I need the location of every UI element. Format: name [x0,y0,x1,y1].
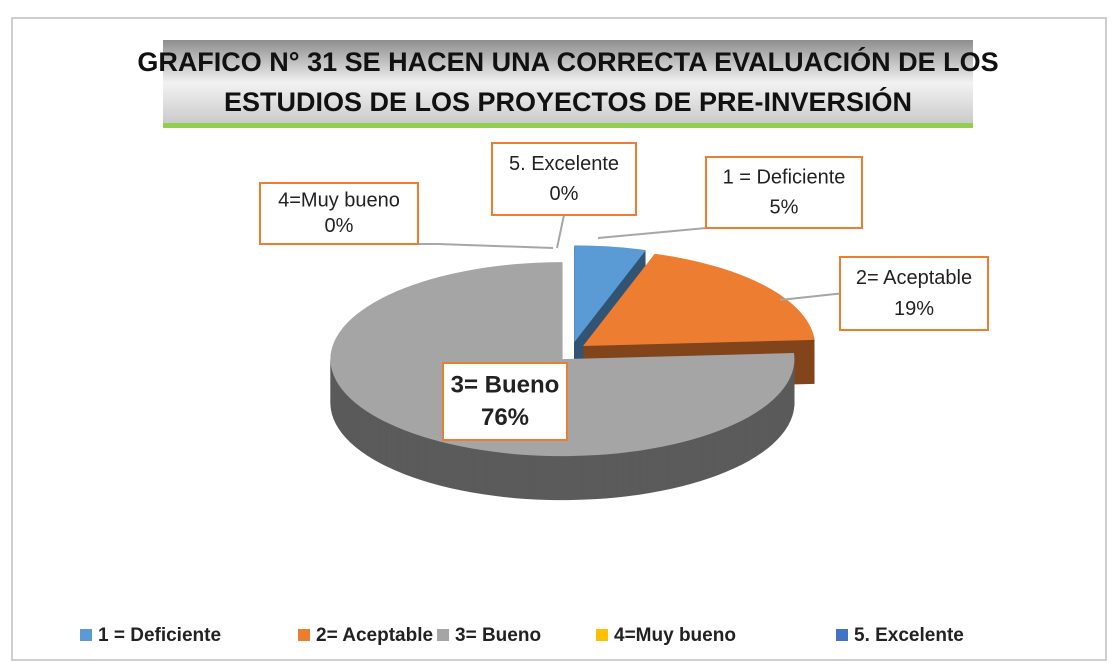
legend-swatch [298,629,310,641]
label-category: 3= Bueno [451,371,560,398]
leader-line [556,214,565,249]
legend-swatch [596,629,608,641]
slice [574,245,646,343]
label-category: 2= Aceptable [856,267,972,289]
leader-line [597,227,707,239]
label-value: 19% [894,298,934,320]
legend-swatch [437,629,449,641]
title-banner [163,40,973,126]
title-underline [163,123,973,128]
legend-swatch [80,629,92,641]
label-value: 0% [325,215,354,237]
label-box [259,182,419,245]
label-category: 4=Muy bueno [278,190,400,212]
legend-swatch [836,629,848,641]
legend-label: 4=Muy bueno [614,625,736,646]
label-box [839,256,989,331]
label-box [705,156,863,229]
slice [583,253,815,346]
label-value: 5% [770,196,799,218]
label-value: 76% [481,404,529,431]
chart-title: GRAFICO N° 31 SE HACEN UNA CORRECTA EVAL… [137,46,998,77]
legend-label: 1 = Deficiente [98,625,221,646]
label-value: 0% [550,183,579,205]
data-labels: 1 = Deficiente 5% 2= Aceptable 19% 3= Bueno 7… [259,142,989,441]
legend-label: 5. Excelente [854,625,964,646]
leader-line [418,243,554,249]
legend-label: 3= Bueno [455,625,541,646]
label-category: 5. Excelente [509,153,619,175]
legend-label: 2= Aceptable [316,625,433,646]
chart-title: ESTUDIOS DE LOS PROYECTOS DE PRE-INVERSI… [224,86,912,117]
leader-line [779,292,841,301]
label-box [442,362,568,441]
legend: 1 = Deficiente 2= Aceptable 3= Bueno 4=Muy … [80,625,964,646]
label-box [491,142,637,216]
label-category: 1 = Deficiente [723,167,846,189]
